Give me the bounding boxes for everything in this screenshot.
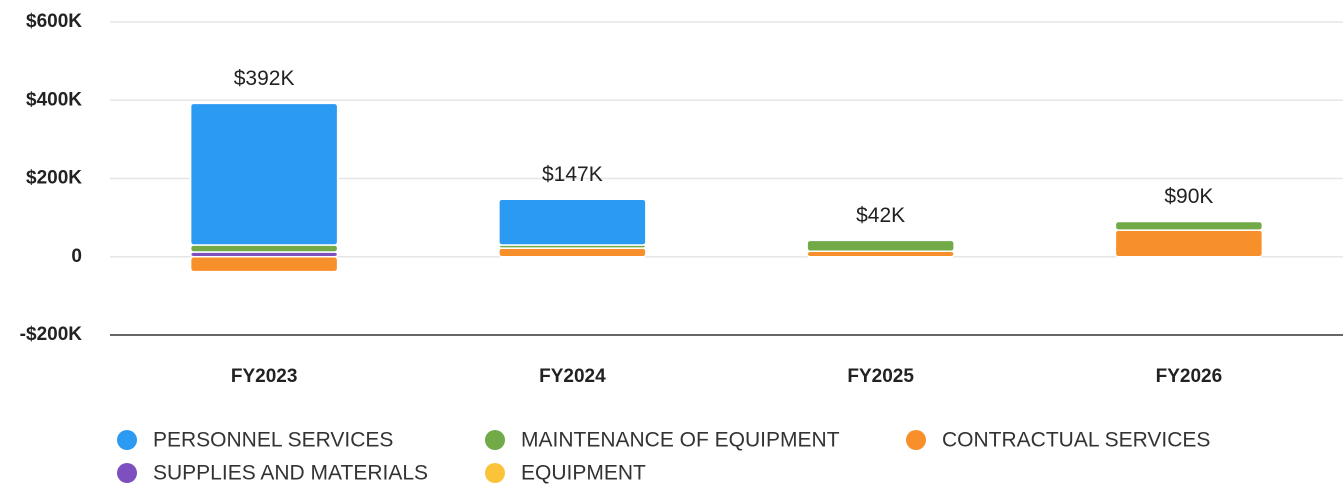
bar-segment xyxy=(189,102,339,246)
total-label: $147K xyxy=(542,163,603,186)
legend-swatch xyxy=(906,430,926,450)
x-tick-label: FY2024 xyxy=(539,366,606,387)
bar-segment xyxy=(189,256,339,273)
total-label: $392K xyxy=(234,67,295,90)
y-tick-label: -$200K xyxy=(20,324,83,345)
legend-swatch xyxy=(485,430,505,450)
x-tick-label: FY2026 xyxy=(1156,366,1223,387)
legend-swatch xyxy=(485,463,505,483)
bar-segment xyxy=(806,239,955,253)
total-label: $90K xyxy=(1164,185,1213,208)
legend-label: PERSONNEL SERVICES xyxy=(153,429,393,452)
legend-label: EQUIPMENT xyxy=(521,462,646,485)
y-tick-label: $400K xyxy=(26,89,82,110)
bar-segment xyxy=(498,198,647,246)
bar-segment xyxy=(806,250,955,258)
legend-label: SUPPLIES AND MATERIALS xyxy=(153,462,428,485)
bar-segment xyxy=(1114,220,1264,231)
bar-segment xyxy=(189,244,339,253)
bar-segment xyxy=(498,247,647,258)
legend-label: CONTRACTUAL SERVICES xyxy=(942,429,1210,452)
legend-label: MAINTENANCE OF EQUIPMENT xyxy=(521,429,840,452)
legend-swatch xyxy=(117,463,137,483)
bar-segment xyxy=(1114,229,1264,258)
x-tick-label: FY2023 xyxy=(231,366,298,387)
y-tick-label: $200K xyxy=(26,168,82,189)
x-tick-label: FY2025 xyxy=(847,366,914,387)
y-tick-label: $600K xyxy=(26,11,82,32)
legend-swatch xyxy=(117,430,137,450)
y-tick-label: 0 xyxy=(71,246,82,267)
total-label: $42K xyxy=(856,204,905,227)
